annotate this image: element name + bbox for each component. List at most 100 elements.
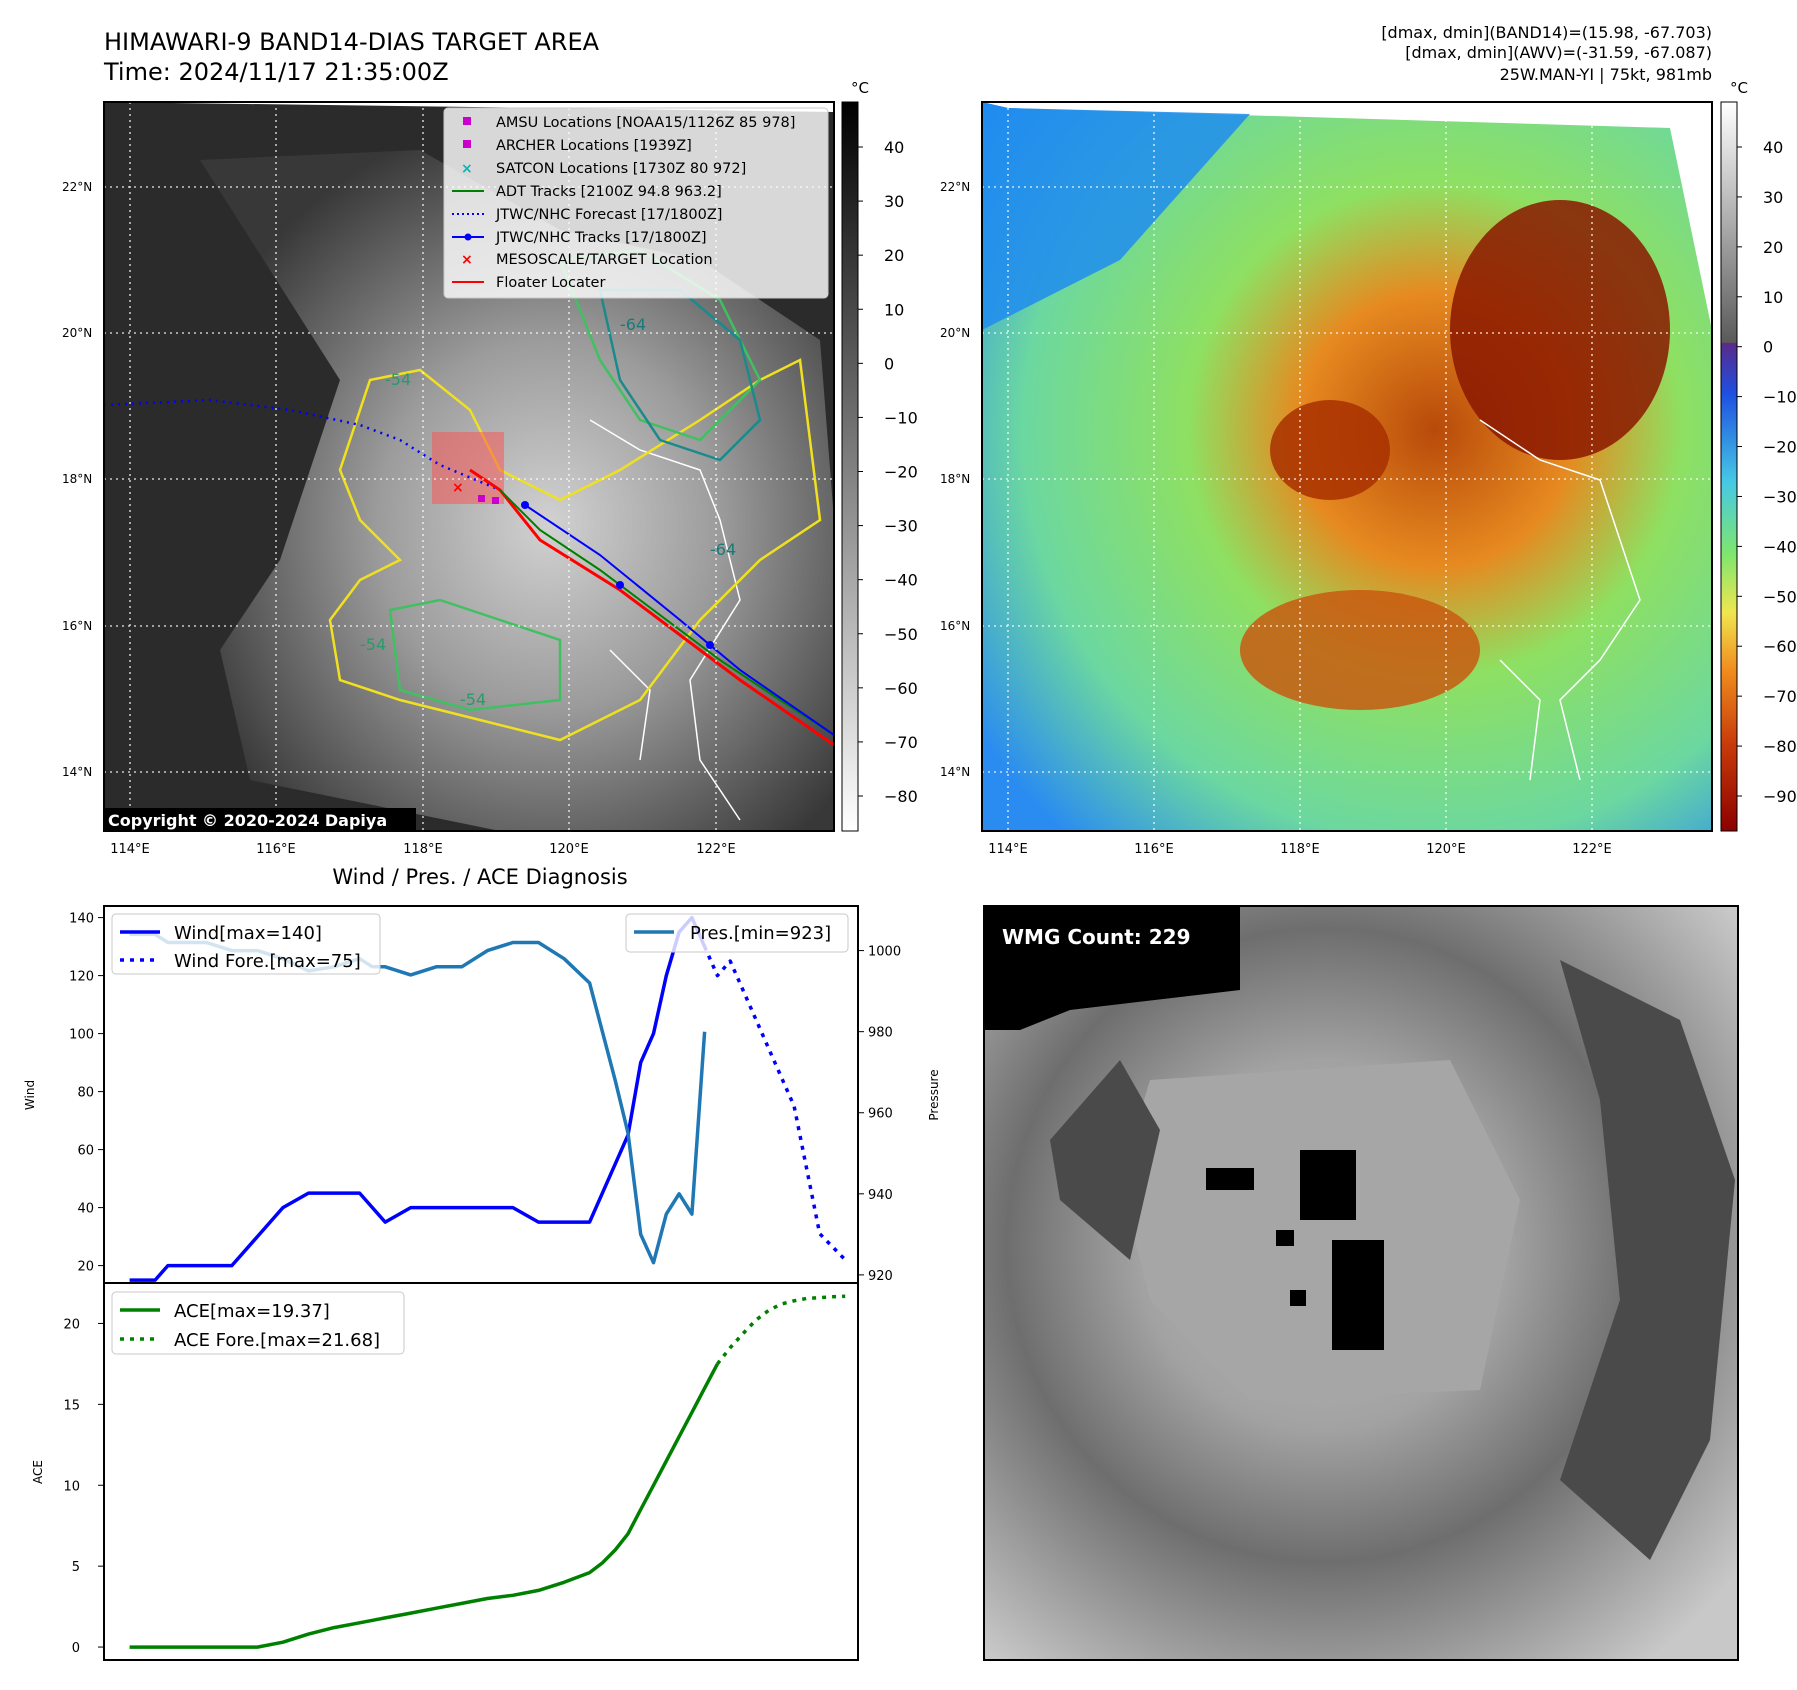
lat-label: 16°N bbox=[62, 619, 92, 633]
y-tick-label: 140 bbox=[69, 912, 94, 927]
ir-map-frame bbox=[103, 101, 835, 832]
wmg-black-cell bbox=[1290, 1290, 1306, 1306]
contour-label: -54 bbox=[360, 635, 386, 654]
left-map-lon-labels: 114°E 116°E 118°E 120°E 122°E bbox=[110, 842, 736, 857]
y2-tick-label: 980 bbox=[868, 1026, 893, 1041]
wind-legend-box bbox=[111, 913, 381, 975]
pressure-legend: Pres.[min=923] bbox=[625, 913, 849, 953]
y2-tick-label: 940 bbox=[868, 1188, 893, 1203]
legend-floater-label: Floater Locater bbox=[496, 275, 605, 291]
legend-forecast-label: JTWC/NHC Forecast [17/1800Z] bbox=[495, 207, 722, 223]
colorbar-tick-label: 40 bbox=[884, 138, 904, 157]
legend-wind-label: Wind[max=140] bbox=[174, 923, 322, 944]
map-legend: AMSU Locations [NOAA15/1126Z 85 978] ARC… bbox=[443, 107, 829, 299]
copyright-text: Copyright © 2020-2024 Dapiya bbox=[108, 811, 387, 830]
colorbar-gradient bbox=[1720, 101, 1738, 832]
lon-label: 116°E bbox=[1134, 842, 1174, 857]
colorbar-tick-label: −50 bbox=[884, 625, 918, 644]
contour-label: -54 bbox=[460, 690, 486, 709]
colorbar-tick-label: 30 bbox=[884, 192, 904, 211]
info-storm: 25W.MAN-YI | 75kt, 981mb bbox=[1500, 65, 1712, 84]
awv-dry-south bbox=[1240, 590, 1480, 710]
colorbar-tick-label: −70 bbox=[884, 733, 918, 752]
adt-track bbox=[499, 489, 835, 736]
right-map-lon-labels: 114°E 116°E 118°E 120°E 122°E bbox=[988, 842, 1612, 857]
wmg-eyewall-dark bbox=[1560, 960, 1735, 1560]
amsu-marker bbox=[478, 495, 485, 502]
awv-map-frame bbox=[981, 101, 1713, 832]
coastline bbox=[589, 419, 741, 821]
lon-label: 122°E bbox=[696, 842, 736, 857]
legend-amsu-square bbox=[463, 117, 471, 125]
legend-ace-label: ACE[max=19.37] bbox=[174, 1301, 330, 1322]
colorbar-tick-label: −80 bbox=[1763, 737, 1797, 756]
legend-mesoscale-label: MESOSCALE/TARGET Location bbox=[496, 252, 713, 268]
colorbar-tick-label: 20 bbox=[884, 246, 904, 265]
lat-label: 14°N bbox=[940, 765, 970, 779]
wind-legend: Wind[max=140] Wind Fore.[max=75] bbox=[111, 913, 381, 975]
colorbar-tick-label: 20 bbox=[1763, 238, 1783, 257]
colorbar-tick-label: −40 bbox=[884, 571, 918, 590]
gray-colorbar: °C 40 30 20 10 0 −10 −20 −30 −40 −50 −60 −70 −80 bbox=[841, 79, 918, 832]
mesoscale-target-marker: × bbox=[452, 480, 464, 496]
colorbar-tick-label: 10 bbox=[884, 300, 904, 319]
info-dmax-band14: [dmax, dmin](BAND14)=(15.98, -67.703) bbox=[1381, 23, 1712, 42]
series-line bbox=[129, 1363, 719, 1649]
target-area-box bbox=[432, 432, 504, 504]
y2-tick-label: 920 bbox=[868, 1269, 893, 1284]
colorbar-tick-label: −10 bbox=[1763, 388, 1797, 407]
wmg-inner-light bbox=[1120, 1060, 1520, 1400]
figure-title-line2: Time: 2024/11/17 21:35:00Z bbox=[103, 58, 449, 86]
colorbar-tick-label: −20 bbox=[884, 463, 918, 482]
series-line bbox=[716, 1294, 846, 1365]
left-map-lat-labels: 22°N 20°N 18°N 16°N 14°N bbox=[62, 180, 92, 779]
lat-label: 22°N bbox=[62, 180, 92, 194]
y-tick-label: 80 bbox=[77, 1086, 94, 1101]
colorbar-tick-label: 40 bbox=[1763, 138, 1783, 157]
info-dmax-awv: [dmax, dmin](AWV)=(-31.59, -67.087) bbox=[1405, 43, 1712, 62]
jtwc-best-track bbox=[524, 504, 835, 736]
lon-label: 118°E bbox=[403, 842, 443, 857]
y-tick-label: 100 bbox=[69, 1028, 94, 1043]
y-tick-label: 60 bbox=[77, 1144, 94, 1159]
contour-label: -54 bbox=[385, 370, 411, 389]
y-tick-label: 20 bbox=[63, 1317, 80, 1332]
jtwc-forecast-track bbox=[103, 398, 501, 492]
jtwc-track-point bbox=[616, 581, 624, 589]
legend-pressure-label: Pres.[min=923] bbox=[690, 923, 831, 944]
legend-jtwc-label: JTWC/NHC Tracks [17/1800Z] bbox=[495, 230, 707, 246]
legend-wind-fore-label: Wind Fore.[max=75] bbox=[174, 951, 361, 972]
y2-tick-label: 960 bbox=[868, 1107, 893, 1122]
wmg-black-cell bbox=[1276, 1230, 1294, 1246]
figure-title-line1: HIMAWARI-9 BAND14-DIAS TARGET AREA bbox=[104, 28, 600, 56]
awv-dry-west bbox=[1270, 400, 1390, 500]
pressure-axis-label: Pressure bbox=[927, 1069, 941, 1120]
chart-title: Wind / Pres. / ACE Diagnosis bbox=[332, 865, 627, 889]
lon-label: 114°E bbox=[988, 842, 1028, 857]
awv-top-left-blue bbox=[982, 102, 1250, 330]
colorbar-tick-label: 10 bbox=[1763, 288, 1783, 307]
y2-tick-label: 1000 bbox=[868, 945, 901, 960]
awv-map-panel bbox=[981, 101, 1713, 832]
colorbar-tick-label: −70 bbox=[1763, 687, 1797, 706]
wmg-eyewall-dark bbox=[1050, 1060, 1160, 1260]
lat-label: 18°N bbox=[62, 472, 92, 486]
wmg-frame bbox=[983, 905, 1739, 1661]
contour-label: -64 bbox=[620, 315, 646, 334]
ir-cloud-field bbox=[200, 150, 834, 831]
legend-mesoscale-x: × bbox=[461, 252, 473, 268]
colorbar-tick-label: 30 bbox=[1763, 188, 1783, 207]
legend-archer-square bbox=[463, 140, 471, 148]
lat-label: 20°N bbox=[940, 326, 970, 340]
legend-satcon-x: × bbox=[461, 161, 473, 177]
pressure-legend-box bbox=[625, 913, 849, 953]
y-tick-label: 5 bbox=[72, 1560, 80, 1575]
colorbar-tick-label: −60 bbox=[884, 679, 918, 698]
lon-label: 120°E bbox=[1426, 842, 1466, 857]
ace-legend: ACE[max=19.37] ACE Fore.[max=21.68] bbox=[111, 1291, 405, 1355]
copyright-box bbox=[104, 808, 416, 831]
ace-axis-label: ACE bbox=[31, 1460, 45, 1484]
right-map-lat-labels: 22°N 20°N 18°N 16°N 14°N bbox=[940, 180, 970, 779]
legend-adt-label: ADT Tracks [2100Z 94.8 963.2] bbox=[496, 184, 722, 200]
colorbar-tick-label: −90 bbox=[1763, 787, 1797, 806]
